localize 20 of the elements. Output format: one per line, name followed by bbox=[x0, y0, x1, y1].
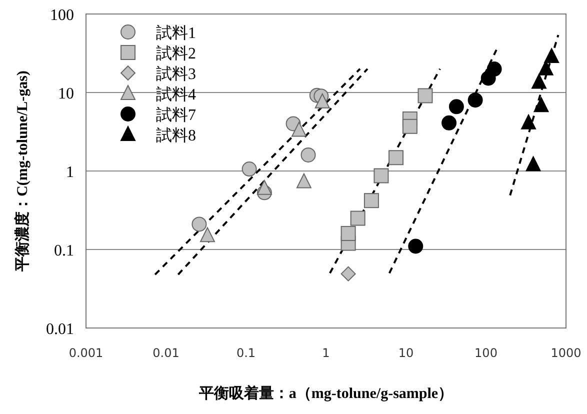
legend-label: 試料3 bbox=[156, 65, 196, 83]
x-axis-title: 平衡吸着量：a（mg-tolune/g-sample） bbox=[198, 384, 454, 402]
legend-label: 試料7 bbox=[156, 106, 196, 124]
x-tick-label: 0.001 bbox=[68, 346, 104, 360]
y-tick-label: 10 bbox=[58, 86, 74, 102]
x-tick-label: 0.01 bbox=[152, 346, 180, 360]
x-tick-label: 100 bbox=[474, 346, 498, 360]
y-tick-label: 0.1 bbox=[54, 242, 74, 260]
x-tick-label: 1 bbox=[322, 346, 330, 360]
y-tick-label: 1 bbox=[66, 164, 74, 181]
legend-label: 試料2 bbox=[156, 44, 196, 62]
legend-label: 試料8 bbox=[156, 126, 196, 144]
x-tick-label: 1000 bbox=[550, 346, 582, 360]
x-tick-label: 10 bbox=[398, 346, 414, 360]
y-tick-label: 0.01 bbox=[46, 321, 74, 338]
legend-label: 試料1 bbox=[156, 24, 196, 42]
y-axis-title: 平衡濃度：C(mg-tolune/L-gas) bbox=[13, 70, 31, 272]
legend-label: 試料4 bbox=[156, 86, 196, 104]
y-tick-label: 100 bbox=[50, 7, 74, 24]
x-tick-label: 0.1 bbox=[236, 346, 256, 360]
